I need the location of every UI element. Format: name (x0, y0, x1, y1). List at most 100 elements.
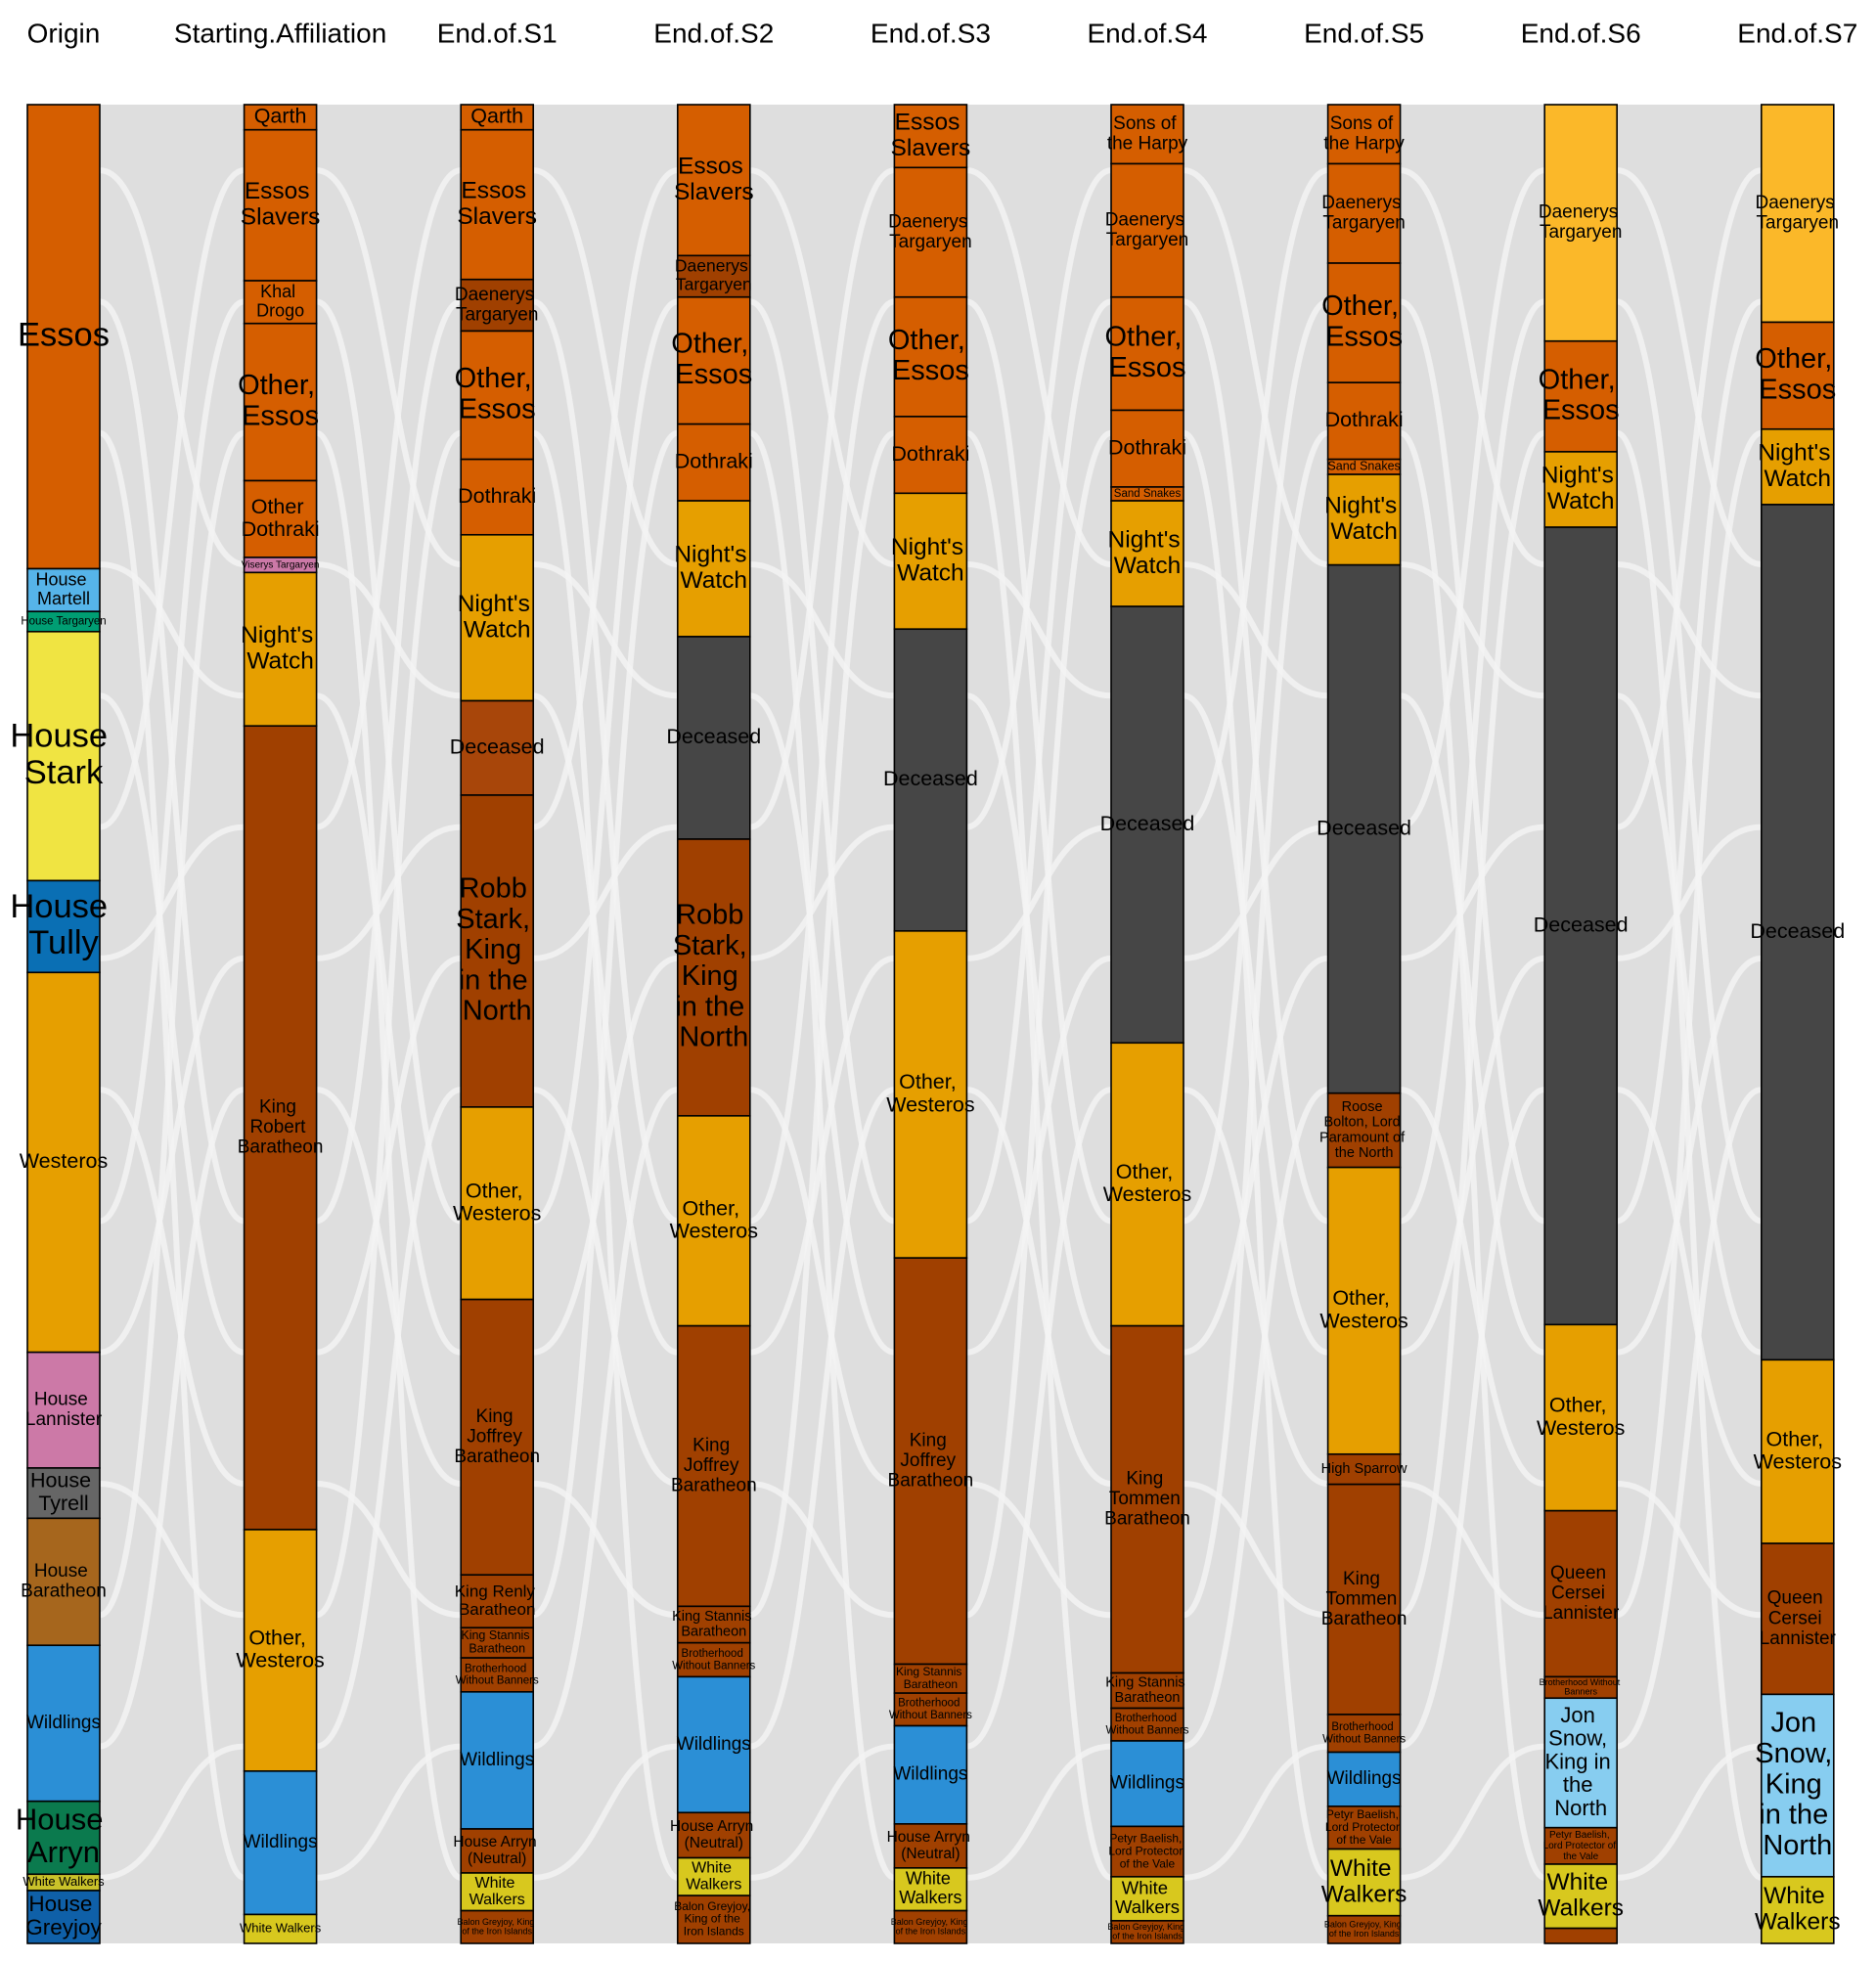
node-label: Sons of the Harpy (1323, 113, 1405, 155)
flow-highlight (99, 824, 245, 961)
flow-highlight (533, 1481, 678, 1619)
node-label: Brotherhood Without Banners (672, 1648, 755, 1671)
label-line: Joffrey (900, 1450, 960, 1471)
node-label: Daenerys Targaryen (1321, 193, 1407, 234)
label-line: Other, (1104, 322, 1189, 353)
label-line: Walkers (1755, 1909, 1841, 1936)
node-label: Other, Essos (1539, 364, 1624, 425)
flow-highlight (99, 1481, 245, 1619)
flow-highlight (532, 429, 679, 1619)
label-line: Walkers (1538, 1894, 1624, 1921)
label-line: Targaryen (676, 275, 752, 294)
label-line: Other, (1332, 1286, 1396, 1310)
node-label: Jon Snow, King in the North (1545, 1703, 1617, 1820)
column-header: End.of.S7 (1737, 18, 1857, 48)
label-line: Lord Protector (1108, 1844, 1185, 1857)
node-label: Deceased (1100, 812, 1195, 835)
node-label: Qarth (470, 105, 523, 128)
node-label: Night's Watch (1758, 440, 1837, 492)
node (1110, 162, 1184, 298)
label-line: White (906, 1869, 956, 1889)
node (1110, 1740, 1184, 1828)
label-line: Jon (1560, 1703, 1601, 1727)
label-line: Watch (464, 616, 531, 643)
label-line: Baratheon (1115, 1690, 1181, 1706)
label-line: North (463, 996, 532, 1027)
label-line: House (10, 888, 116, 925)
node (1543, 104, 1618, 342)
node-label: Roose Bolton, Lord Paramount of the Nort… (1319, 1099, 1408, 1161)
flow-highlight (1616, 167, 1763, 567)
flow-highlight (1183, 167, 1329, 567)
node-label: Khal Drogo (256, 282, 304, 320)
node (460, 104, 535, 131)
label-line: Without Banners (1322, 1733, 1406, 1745)
label-line: Daenerys (1105, 209, 1190, 230)
label-line: Targaryen (1322, 213, 1406, 234)
node-label: Other, Westeros (236, 1626, 324, 1671)
node (676, 1675, 751, 1814)
label-line: King (692, 1435, 735, 1455)
flow-highlight (965, 167, 1112, 567)
label-line: House Arryn (453, 1834, 541, 1850)
label-line: House (10, 718, 116, 755)
flow-highlight (1617, 824, 1762, 961)
label-line: Westeros (886, 1092, 974, 1116)
label-line: Balon Greyjoy, King (458, 1917, 537, 1927)
label-line: the North (1335, 1145, 1394, 1161)
label-line: Iron Islands (684, 1925, 744, 1939)
flow-highlight (749, 1087, 896, 1750)
node (893, 628, 968, 932)
label-line: White (475, 1875, 519, 1892)
column-header: Origin (27, 18, 101, 48)
label-line: King (465, 934, 529, 965)
label-line: King Stannis (672, 1609, 755, 1625)
label-line: Westeros (1103, 1182, 1191, 1206)
label-line: Deceased (450, 735, 545, 758)
flow-highlight (1400, 824, 1545, 961)
label-line: Sons of (1330, 113, 1399, 134)
node-label: Petyr Baelish, Lord Protector of the Val… (1325, 1807, 1403, 1847)
flow-highlight (315, 298, 463, 1225)
node (1110, 295, 1184, 412)
node-label: Balon Greyjoy, King of the Iron Islands (674, 1899, 753, 1939)
flow-highlight (1616, 1087, 1763, 1750)
label-line: Robert (249, 1117, 310, 1137)
label-line: Stark, (673, 930, 755, 961)
node-label: Essos Slavers (457, 177, 537, 229)
label-line: Lannister (1542, 1603, 1620, 1624)
flow-highlight (99, 955, 246, 1356)
flow-highlight (1400, 167, 1545, 567)
flow-highlight (1400, 955, 1545, 1356)
node-label: Other, Westeros (1754, 1427, 1842, 1473)
label-line: Brotherhood (1331, 1721, 1397, 1733)
label-line: Sons of (1113, 113, 1182, 134)
flow-highlight (1183, 1087, 1329, 1750)
node (1543, 526, 1618, 1326)
node-label: King Stannis Baratheon (672, 1609, 755, 1640)
node-label: White Walkers (899, 1869, 961, 1907)
label-line: Cersei (1768, 1608, 1827, 1628)
node (676, 1641, 751, 1678)
flow-highlight (966, 561, 1112, 699)
node (1761, 1693, 1835, 1878)
label-line: Arryn (27, 1835, 100, 1869)
label-line: House (16, 1802, 112, 1836)
label-line: Tyrell (38, 1492, 88, 1515)
label-line: Essos (1325, 321, 1403, 352)
flow-highlight (1616, 167, 1763, 830)
label-line: White (1764, 1883, 1831, 1909)
node-label: Night's Watch (1541, 463, 1621, 514)
label-line: Without Banners (456, 1675, 539, 1687)
flow-highlight (316, 561, 462, 699)
node-label: Essos (18, 316, 110, 353)
flow-highlight (1616, 298, 1763, 1225)
node (1326, 1914, 1402, 1944)
label-line: Wildlings (1327, 1768, 1402, 1789)
flow-highlight (749, 1481, 895, 1619)
flow-highlight (532, 1087, 679, 1487)
column-header: End.of.S1 (437, 18, 558, 48)
flow-highlight (749, 955, 895, 1356)
node (1110, 1042, 1184, 1327)
node (26, 1800, 101, 1876)
